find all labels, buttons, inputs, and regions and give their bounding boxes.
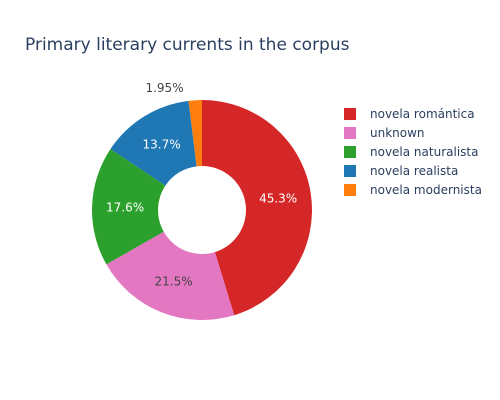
legend-label-novela-romantica: novela romántica — [370, 107, 475, 121]
legend-label-novela-modernista: novela modernista — [370, 183, 482, 197]
legend-label-novela-naturalista: novela naturalista — [370, 145, 478, 159]
legend-swatch-unknown — [344, 127, 356, 139]
slice-label-unknown: 21.5% — [154, 275, 192, 289]
legend-label-novela-realista: novela realista — [370, 164, 458, 178]
slice-label-novela-romantica: 45.3% — [259, 192, 297, 206]
slice-label-novela-realista: 13.7% — [143, 137, 181, 151]
legend-label-unknown: unknown — [370, 126, 425, 140]
legend-swatch-novela-modernista — [344, 184, 356, 196]
slice-label-novela-naturalista: 17.6% — [106, 200, 144, 214]
legend-swatch-novela-romantica — [344, 108, 356, 120]
chart-title: Primary literary currents in the corpus — [25, 35, 350, 55]
legend-swatch-novela-naturalista — [344, 146, 356, 158]
legend-swatch-novela-realista — [344, 165, 356, 177]
slice-label-novela-modernista: 1.95% — [145, 81, 183, 95]
